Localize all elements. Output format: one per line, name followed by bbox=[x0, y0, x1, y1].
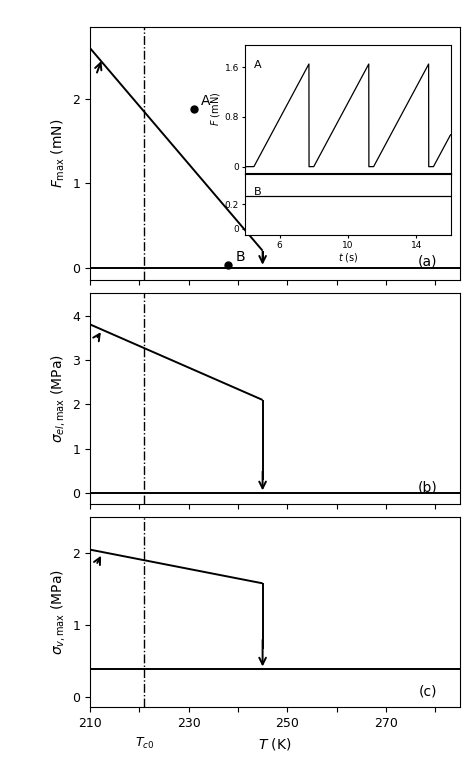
Text: A: A bbox=[201, 94, 210, 107]
Y-axis label: $F_{\mathrm{max}}$ (mN): $F_{\mathrm{max}}$ (mN) bbox=[49, 119, 67, 189]
Text: B: B bbox=[236, 250, 245, 264]
Text: A: A bbox=[254, 60, 261, 70]
Y-axis label: $\sigma_{el,\mathrm{max}}$ (MPa): $\sigma_{el,\mathrm{max}}$ (MPa) bbox=[49, 354, 67, 443]
X-axis label: $T$ (K): $T$ (K) bbox=[258, 736, 292, 751]
Y-axis label: $\sigma_{v,\mathrm{max}}$ (MPa): $\sigma_{v,\mathrm{max}}$ (MPa) bbox=[49, 570, 67, 656]
Text: (b): (b) bbox=[418, 481, 438, 495]
Y-axis label: $F$ (mN): $F$ (mN) bbox=[209, 92, 222, 126]
X-axis label: $t$ (s): $t$ (s) bbox=[337, 251, 358, 264]
Text: (c): (c) bbox=[419, 685, 438, 699]
Text: (a): (a) bbox=[418, 254, 438, 268]
Text: $T_{c0}$: $T_{c0}$ bbox=[135, 736, 154, 751]
Text: B: B bbox=[254, 187, 261, 197]
